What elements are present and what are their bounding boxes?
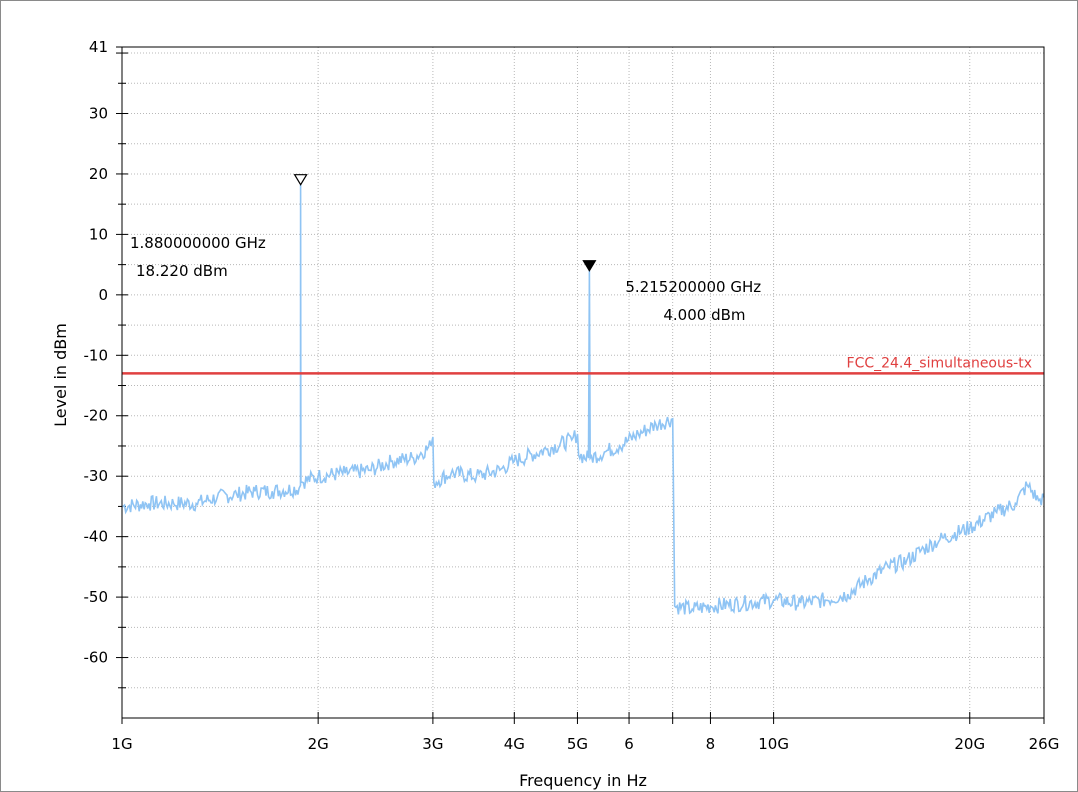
x-axis-label: Frequency in Hz <box>519 771 647 790</box>
y-axis-ticks: 41 30 20 10 0 -10 -20 -30 -40 -50 -60 <box>84 38 109 667</box>
x-tick-label: 1G <box>111 735 132 753</box>
x-tick-label: 2G <box>308 735 329 753</box>
marker-frequency-label: 5.215200000 GHz <box>625 278 761 296</box>
limit-line-group: FCC_24.4_simultaneous-tx <box>122 355 1044 375</box>
x-tick-label: 10G <box>758 735 789 753</box>
series-layer <box>122 184 1045 615</box>
x-tick-label: 20G <box>954 735 985 753</box>
x-tick-label: 6 <box>624 735 634 753</box>
y-tick-label: -20 <box>84 407 109 425</box>
y-tick-label: 20 <box>89 165 108 183</box>
y-tick-label: 41 <box>89 38 108 56</box>
x-tick-label: 3G <box>422 735 443 753</box>
minor-ticks <box>116 46 1045 724</box>
marker-frequency-label: 1.880000000 GHz <box>130 234 266 252</box>
marker-layer: 1.880000000 GHz 18.220 dBm 5.215200000 GHz… <box>130 174 761 324</box>
plot-border <box>121 46 1045 719</box>
x-tick-label: 8 <box>706 735 716 753</box>
y-tick-label: 10 <box>89 225 108 243</box>
marker-triangle <box>293 174 308 186</box>
y-axis-label: Level in dBm <box>51 323 70 427</box>
y-tick-label: -60 <box>84 649 109 667</box>
y-tick-label: -50 <box>84 588 109 606</box>
y-tick-label: -40 <box>84 528 109 546</box>
x-axis-ticks: 1G 2G 3G 4G 5G 6 8 10G 20G 26G <box>111 735 1059 753</box>
trace-line <box>122 184 1045 615</box>
y-tick-label: -10 <box>84 346 109 364</box>
y-tick-label: 30 <box>89 104 108 122</box>
grid <box>122 47 1044 718</box>
y-tick-label: -30 <box>84 467 109 485</box>
marker-level-label: 18.220 dBm <box>136 262 228 280</box>
marker-level-label: 4.000 dBm <box>663 306 745 324</box>
x-tick-label: 5G <box>567 735 588 753</box>
x-tick-label: 26G <box>1029 735 1060 753</box>
x-tick-label: 4G <box>504 735 525 753</box>
limit-line-label: FCC_24.4_simultaneous-tx <box>847 355 1032 371</box>
y-tick-label: 0 <box>98 286 108 304</box>
marker-triangle <box>582 260 597 272</box>
